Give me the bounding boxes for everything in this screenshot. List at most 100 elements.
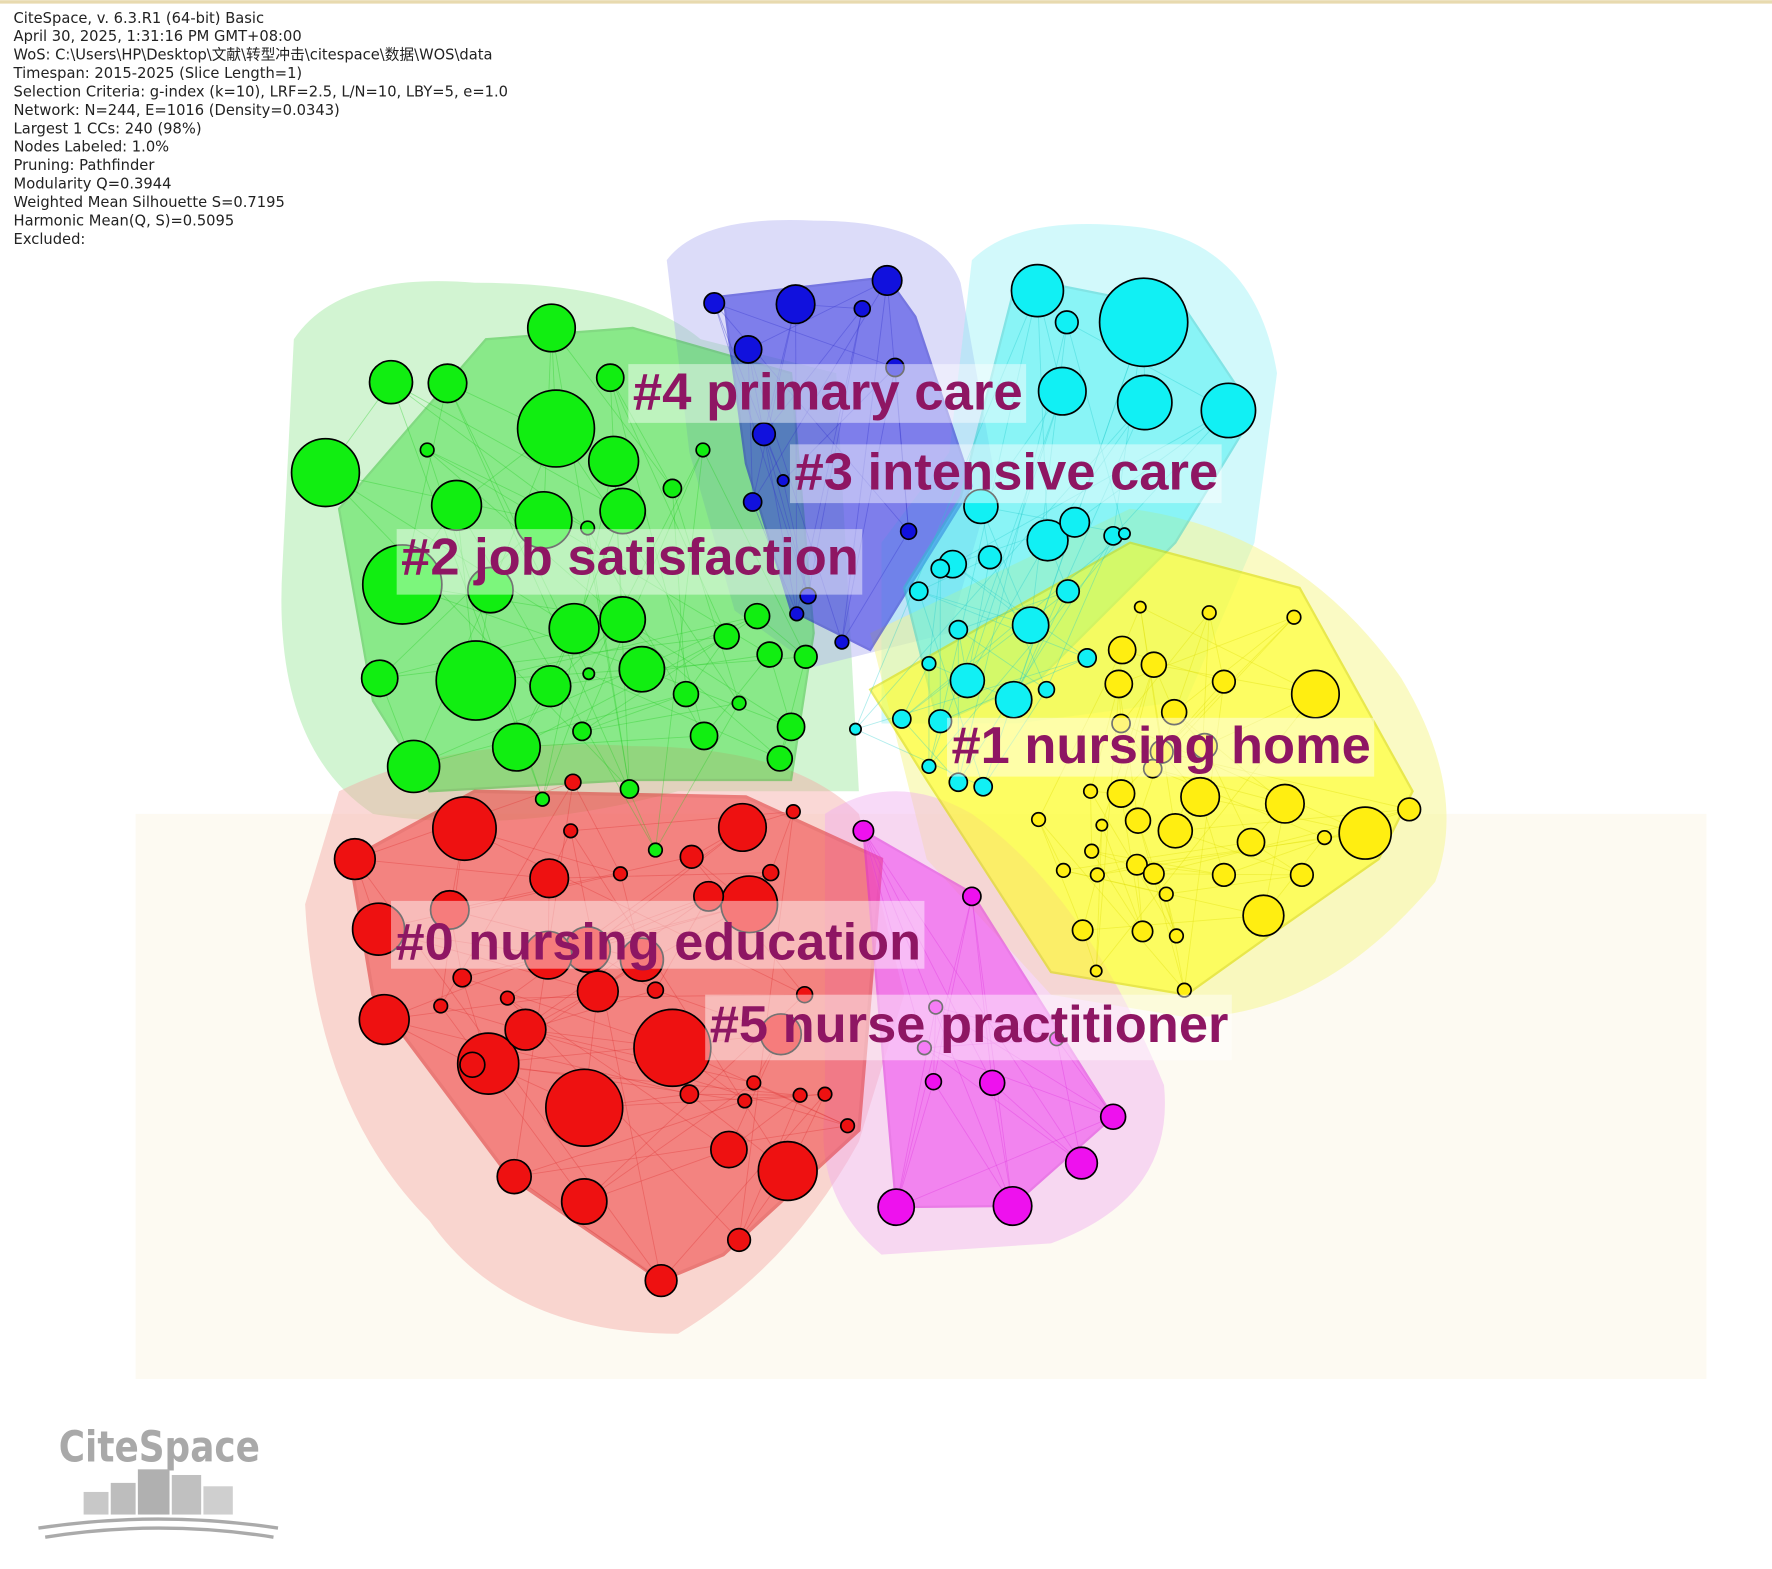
edge <box>1063 841 1252 871</box>
node <box>1064 1146 1099 1180</box>
edge <box>581 693 687 732</box>
node <box>582 667 596 681</box>
node <box>1142 862 1165 885</box>
edge <box>862 830 925 1048</box>
edge <box>795 304 798 614</box>
edge <box>488 1063 745 1102</box>
node <box>1107 635 1137 665</box>
node <box>358 993 410 1046</box>
node <box>766 745 794 772</box>
node <box>1099 1103 1127 1131</box>
node <box>499 990 516 1006</box>
edge <box>413 693 687 767</box>
edge <box>918 591 984 787</box>
edge <box>863 830 1082 1164</box>
node <box>1211 669 1237 694</box>
edge <box>584 1082 755 1202</box>
edge <box>752 280 888 503</box>
edge <box>747 349 754 502</box>
node <box>1211 862 1237 888</box>
node <box>1242 894 1285 937</box>
edge <box>924 1038 1057 1049</box>
node <box>924 1072 943 1091</box>
edge <box>1063 869 1167 895</box>
edge <box>1122 649 1225 683</box>
node <box>1037 366 1087 416</box>
edge <box>982 689 1047 788</box>
edge <box>918 590 1088 659</box>
node <box>595 363 625 393</box>
node <box>742 492 763 512</box>
node <box>544 1068 624 1147</box>
node <box>928 709 953 734</box>
edge <box>841 280 888 643</box>
edge <box>841 367 896 643</box>
node <box>1055 862 1072 879</box>
edge <box>747 280 888 350</box>
node <box>430 479 483 532</box>
label-backdrop <box>947 717 1375 777</box>
edge <box>378 928 598 992</box>
node <box>619 937 665 982</box>
node <box>1106 779 1136 808</box>
edge <box>747 349 798 614</box>
node <box>713 623 740 650</box>
node <box>717 802 768 853</box>
edge <box>609 377 673 489</box>
edge <box>935 1006 1057 1040</box>
edge <box>513 1176 662 1281</box>
node <box>368 359 414 405</box>
edge <box>1173 616 1295 713</box>
node <box>1011 606 1050 645</box>
edge <box>660 1093 826 1281</box>
edge <box>572 782 621 874</box>
edge <box>747 349 843 643</box>
edge <box>584 1149 730 1202</box>
node <box>1149 739 1174 764</box>
edge <box>354 858 550 879</box>
node <box>1286 609 1302 625</box>
edge <box>895 1081 934 1208</box>
node <box>963 488 999 525</box>
node <box>726 1227 752 1253</box>
node <box>435 640 517 721</box>
edge <box>744 1093 826 1102</box>
node <box>1084 843 1100 859</box>
edge <box>464 828 805 996</box>
edge <box>1120 664 1155 794</box>
edge <box>1204 745 1252 843</box>
edge <box>641 668 792 728</box>
edge <box>551 327 673 489</box>
edge <box>1199 612 1210 797</box>
top-bar <box>0 0 1772 4</box>
node <box>817 1086 833 1102</box>
edge <box>1036 290 1049 541</box>
node <box>792 1087 808 1103</box>
edge <box>325 472 575 629</box>
edge <box>1136 864 1143 932</box>
edge <box>426 449 770 655</box>
node <box>1104 669 1134 699</box>
node <box>1071 919 1094 942</box>
node <box>961 886 982 907</box>
node <box>564 773 582 791</box>
node <box>1131 920 1154 943</box>
info-line: Largest 1 CCs: 240 (98%) <box>14 120 202 137</box>
edge <box>384 954 549 1020</box>
node <box>514 490 573 550</box>
edge <box>924 1047 1114 1118</box>
edge <box>886 280 910 532</box>
edge <box>1096 825 1103 875</box>
edge <box>1074 410 1229 523</box>
node <box>789 606 805 622</box>
cluster-label: #5 nurse practitioner <box>710 996 1229 1054</box>
edge <box>1137 820 1185 991</box>
node <box>526 303 577 353</box>
node <box>633 1008 712 1088</box>
node <box>361 544 443 625</box>
node <box>1140 651 1168 678</box>
edge <box>1091 850 1143 932</box>
node <box>757 1140 818 1202</box>
edge <box>384 1019 690 1095</box>
logo-text: CiteSpace <box>59 1422 260 1472</box>
